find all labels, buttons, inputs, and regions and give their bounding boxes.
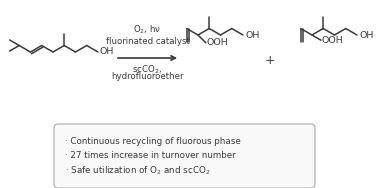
Text: OH: OH [100, 48, 114, 57]
Text: · 27 times increase in turnover number: · 27 times increase in turnover number [65, 152, 236, 161]
Text: OOH: OOH [207, 38, 228, 47]
Text: · Safe utilization of O$_2$ and scCO$_2$: · Safe utilization of O$_2$ and scCO$_2$ [65, 165, 211, 177]
Text: fluorinated catalyst: fluorinated catalyst [106, 37, 189, 46]
Text: scCO$_2$,: scCO$_2$, [132, 64, 162, 77]
Text: OOH: OOH [322, 36, 344, 45]
Text: OH: OH [359, 30, 373, 39]
FancyBboxPatch shape [54, 124, 315, 188]
Text: O$_2$, hν: O$_2$, hν [133, 24, 162, 36]
Text: hydrofluoroether: hydrofluoroether [111, 72, 184, 81]
Text: +: + [265, 54, 275, 67]
Text: · Continuous recycling of fluorous phase: · Continuous recycling of fluorous phase [65, 136, 241, 146]
Text: OH: OH [245, 30, 259, 39]
